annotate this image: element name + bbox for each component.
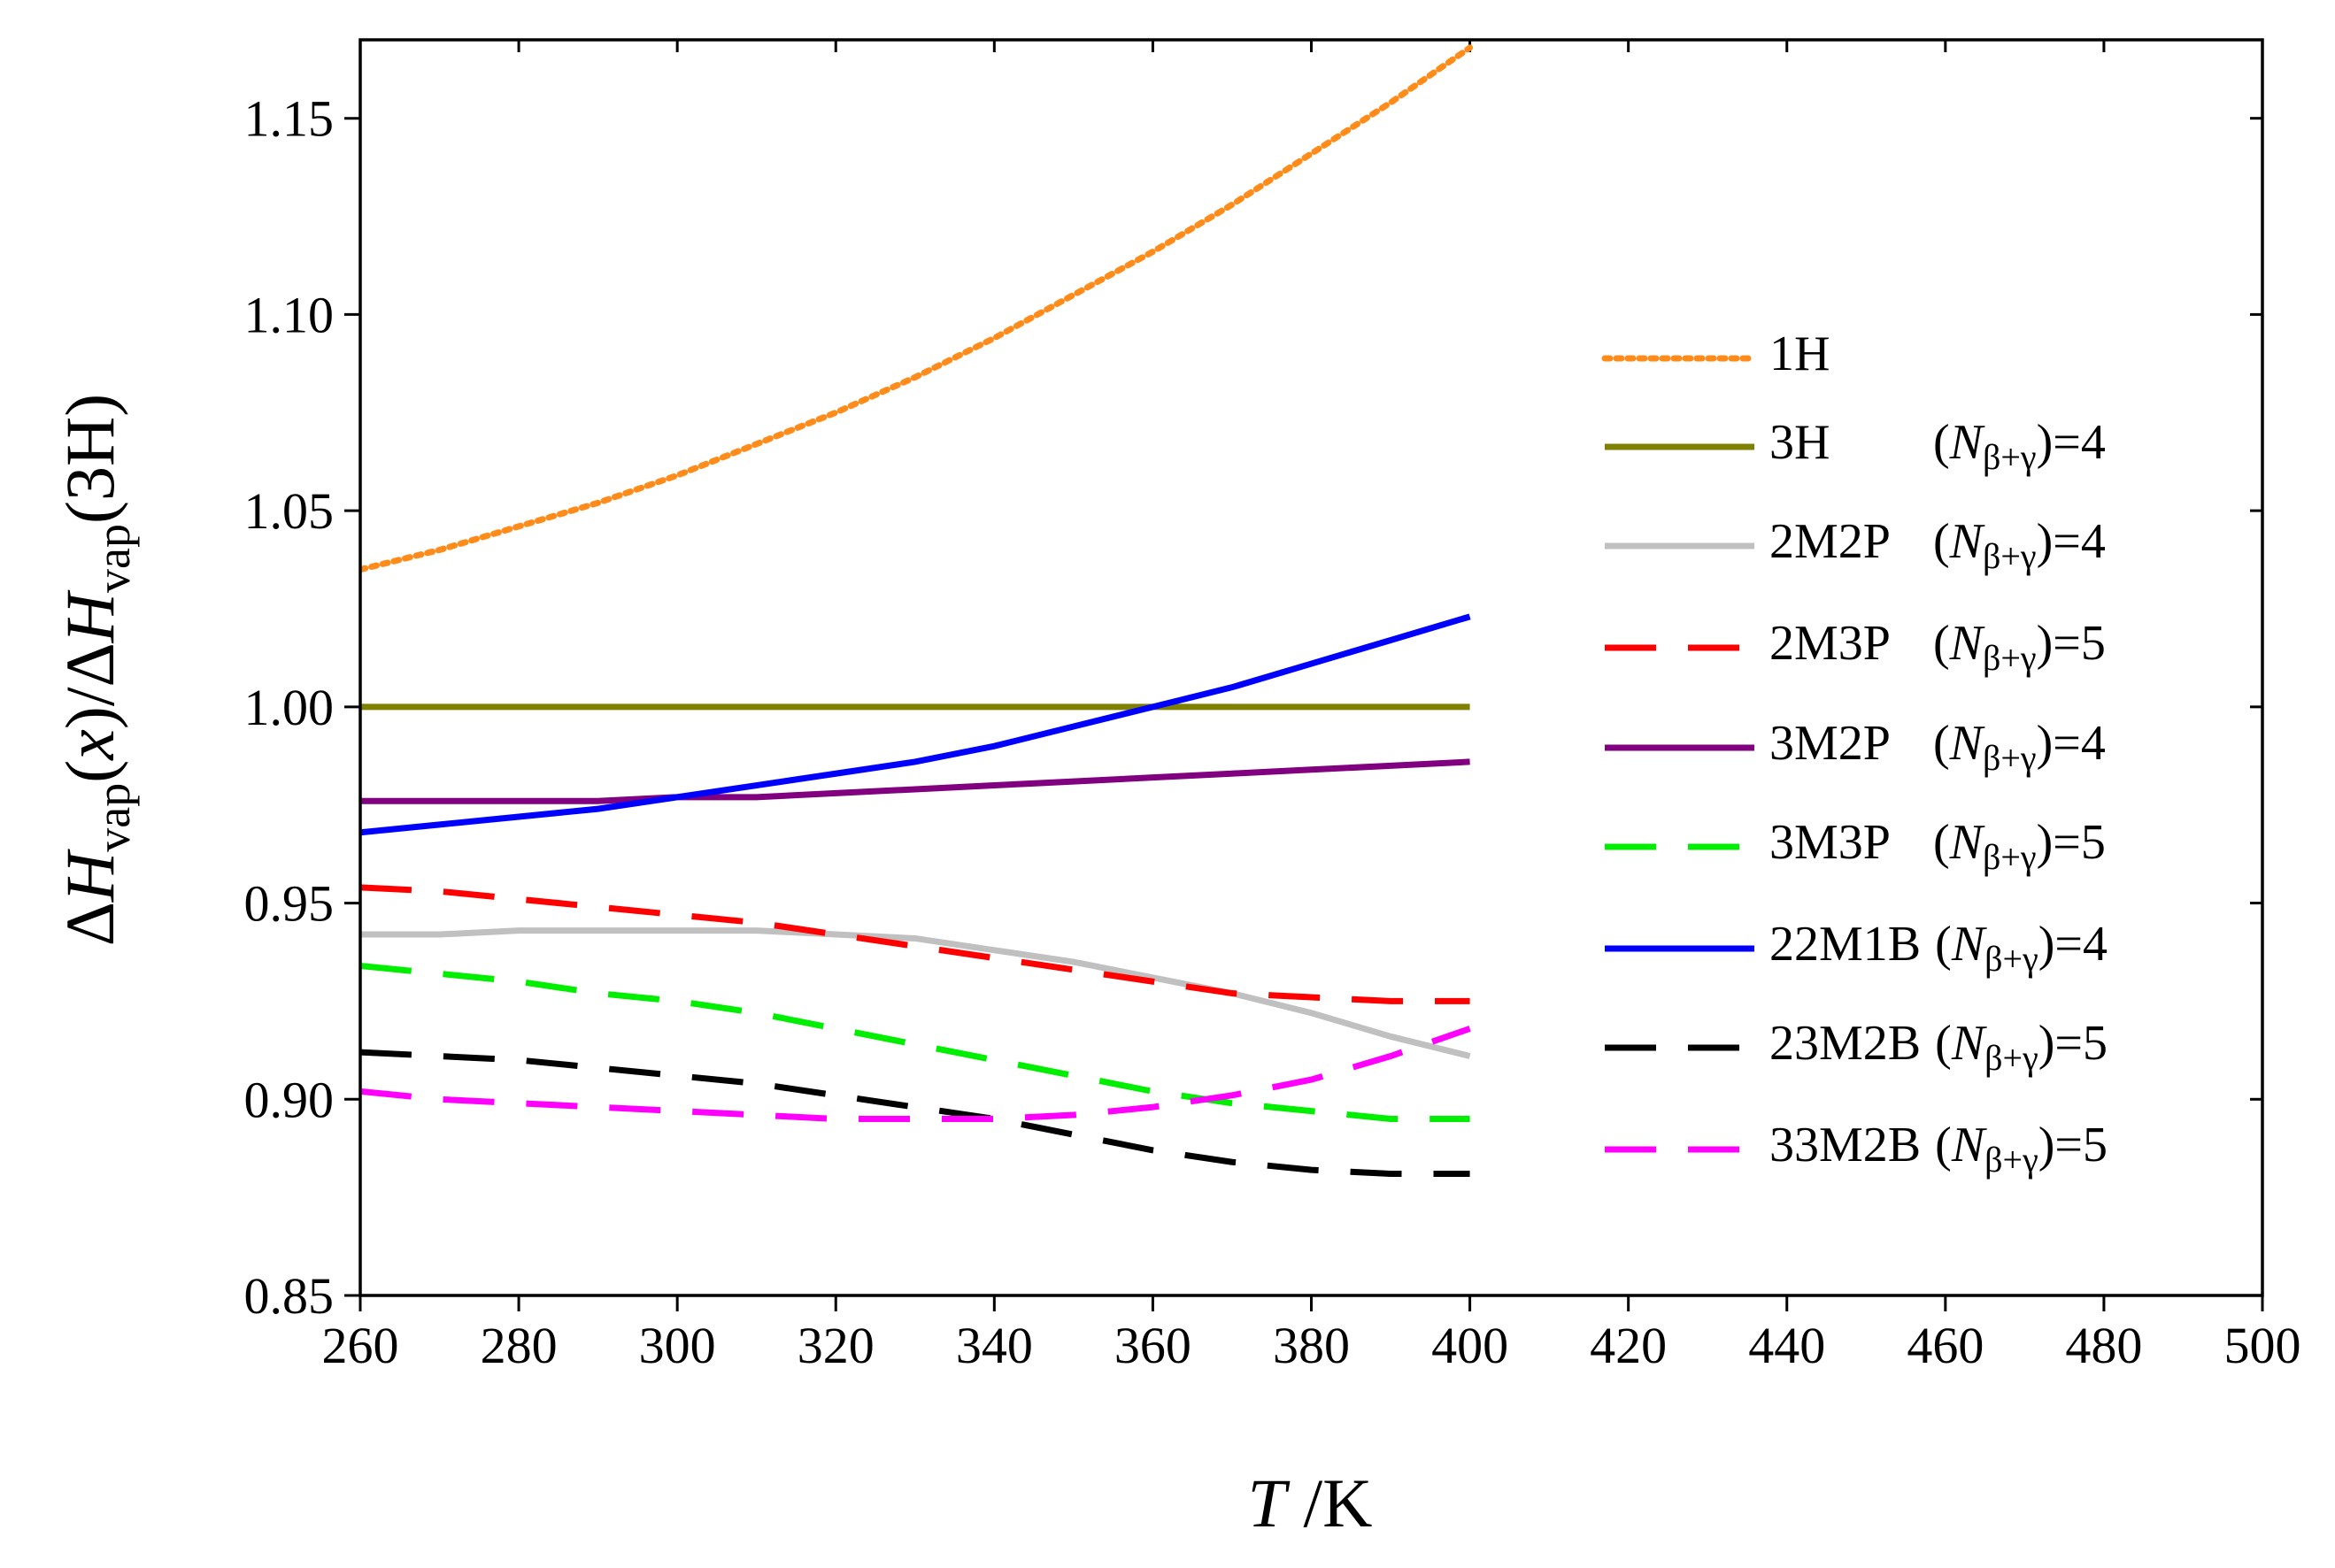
- legend-note-part: N: [1951, 1118, 1987, 1172]
- series-line: [360, 884, 1470, 1004]
- legend-label: 22M1B: [1769, 917, 1921, 972]
- x-tick-label: 380: [1273, 1317, 1350, 1374]
- legend-note-part: )=5: [2037, 616, 2106, 671]
- legend-note-part: (: [1935, 917, 1952, 972]
- legend-note-part: )=4: [2037, 716, 2106, 771]
- legend-note-part: (: [1935, 1016, 1952, 1071]
- legend-note-part: β+γ: [1984, 1038, 2038, 1078]
- legend-note-part: N: [1949, 815, 1985, 870]
- series-line: [360, 963, 1470, 1122]
- legend-note-part: (: [1935, 1118, 1952, 1172]
- legend-label: 1H: [1769, 327, 1830, 381]
- legend-note-part: β+γ: [1984, 939, 2038, 979]
- legend-note-part: N: [1949, 514, 1985, 569]
- y-label-part: )/Δ: [51, 642, 128, 729]
- y-label-part: Δ: [51, 902, 128, 946]
- y-tick-label: 0.90: [244, 1071, 335, 1128]
- legend-note: (Nβ+γ)=5: [1935, 1016, 2108, 1078]
- legend-note-part: )=5: [2038, 1016, 2108, 1071]
- legend-note: (Nβ+γ)=5: [1935, 1118, 2108, 1180]
- legend-note-part: )=4: [2038, 917, 2108, 972]
- legend-note: (Nβ+γ)=4: [1933, 716, 2106, 778]
- y-label-part: H: [51, 849, 128, 903]
- legend-note-part: β+γ: [1983, 437, 2037, 477]
- legend-note-part: )=4: [2037, 415, 2106, 470]
- x-tick-label: 500: [2224, 1317, 2301, 1374]
- y-tick-label: 0.95: [244, 875, 335, 933]
- x-tick-label: 460: [1907, 1317, 1984, 1374]
- x-label-part: T: [1248, 1464, 1291, 1541]
- y-axis-label: ΔHvap(x)/ΔHvap(3H): [51, 394, 140, 947]
- x-label-part: /K: [1286, 1464, 1373, 1541]
- legend-note-part: (: [1933, 415, 1950, 470]
- series-line: [360, 44, 1474, 573]
- y-label-part: vap: [87, 524, 140, 593]
- y-label-part: (3H): [51, 394, 128, 524]
- x-axis-label: T /K: [1248, 1464, 1373, 1541]
- y-tick-label: 0.85: [244, 1267, 335, 1325]
- y-tick-label: 1.15: [244, 90, 335, 148]
- x-tick-label: 440: [1748, 1317, 1825, 1374]
- legend-note-part: β+γ: [1983, 837, 2037, 877]
- y-label-part: x: [51, 729, 128, 761]
- legend-note-part: N: [1951, 917, 1987, 972]
- series-line: [360, 758, 1470, 804]
- x-tick-label: 420: [1590, 1317, 1667, 1374]
- legend-label: 3H: [1769, 415, 1830, 470]
- legend-note-part: N: [1949, 616, 1985, 671]
- series-line: [360, 927, 1471, 1059]
- legend-label: 2M3P: [1769, 616, 1891, 671]
- x-tick-label: 320: [798, 1317, 875, 1374]
- legend-note-part: N: [1949, 716, 1985, 771]
- legend-note-part: (: [1933, 716, 1950, 771]
- legend-note-part: β+γ: [1984, 1140, 2038, 1180]
- legend-label: 33M2B: [1769, 1118, 1921, 1172]
- legend-note-part: β+γ: [1983, 536, 2037, 576]
- legend-note-part: β+γ: [1983, 638, 2037, 678]
- y-tick-label: 1.05: [244, 482, 335, 540]
- series-line: [360, 1049, 1470, 1178]
- x-tick-label: 300: [639, 1317, 716, 1374]
- legend-note: (Nβ+γ)=4: [1933, 415, 2106, 477]
- plot-area: [360, 44, 1474, 1178]
- y-label-part: vap: [87, 783, 140, 852]
- x-tick-label: 340: [956, 1317, 1033, 1374]
- legend-note: (Nβ+γ)=5: [1933, 815, 2106, 877]
- x-tick-label: 280: [481, 1317, 558, 1374]
- legend-note-part: )=5: [2038, 1118, 2108, 1172]
- y-label-part: H: [51, 589, 128, 643]
- legend-note-part: β+γ: [1983, 738, 2037, 778]
- legend-note-part: (: [1933, 616, 1950, 671]
- x-tick-label: 260: [322, 1317, 399, 1374]
- legend-note: (Nβ+γ)=4: [1935, 917, 2108, 979]
- y-tick-label: 1.10: [244, 286, 335, 343]
- series-line: [360, 1026, 1471, 1122]
- y-tick-label: 1.00: [244, 679, 335, 736]
- legend-note-part: )=5: [2037, 815, 2106, 870]
- legend-label: 3M3P: [1769, 815, 1891, 870]
- legend-label: 2M2P: [1769, 514, 1891, 569]
- legend-note-part: (: [1933, 514, 1950, 569]
- x-tick-label: 360: [1114, 1317, 1191, 1374]
- legend-note-part: N: [1949, 415, 1985, 470]
- series-line: [360, 613, 1471, 836]
- legend-note-part: N: [1951, 1016, 1987, 1071]
- legend-note-part: (: [1933, 815, 1950, 870]
- legend-label: 3M2P: [1769, 716, 1891, 771]
- plot-frame: [358, 38, 2264, 1297]
- y-label-part: (: [51, 760, 128, 783]
- x-tick-label: 400: [1431, 1317, 1508, 1374]
- legend-note: (Nβ+γ)=5: [1933, 616, 2106, 678]
- legend-note-part: )=4: [2037, 514, 2106, 569]
- legend-note: (Nβ+γ)=4: [1933, 514, 2106, 576]
- x-tick-label: 480: [2065, 1317, 2142, 1374]
- legend-label: 23M2B: [1769, 1016, 1921, 1071]
